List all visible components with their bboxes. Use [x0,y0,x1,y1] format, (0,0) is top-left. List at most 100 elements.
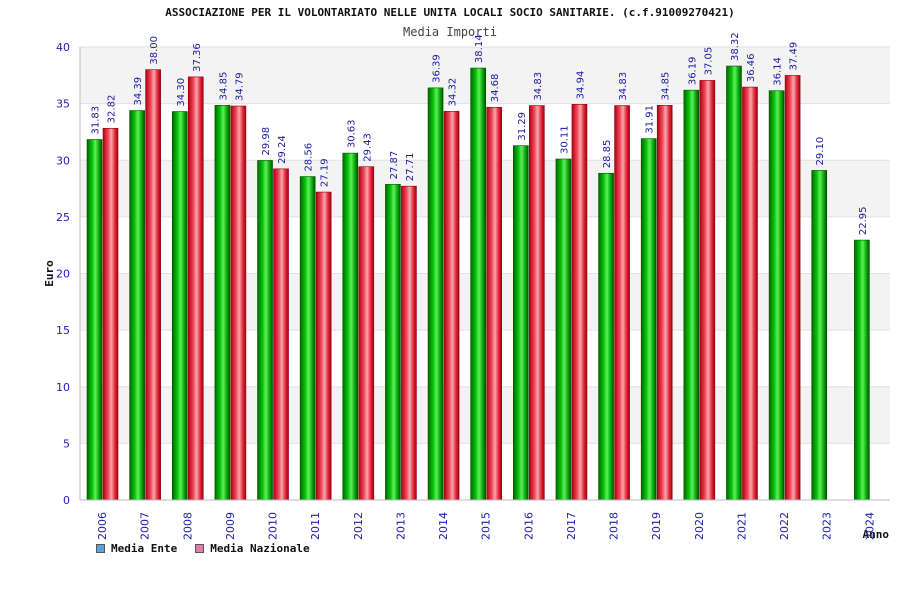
x-tick-label: 2016 [522,512,535,540]
data-label: 36.19 [687,57,698,86]
x-tick-label: 2014 [437,512,450,540]
bar-media-ente-2021 [726,65,742,501]
y-tick-label: 5 [63,437,70,450]
x-tick-label: 2019 [650,512,663,540]
data-label: 29.43 [362,133,373,162]
x-tick-label: 2023 [821,512,834,540]
data-label: 34.79 [234,72,245,101]
y-tick-label: 20 [56,268,70,281]
bar-media-ente-2014 [427,87,444,501]
legend-swatch-media-ente [96,544,105,553]
bar-media-ente-2012 [342,152,359,501]
bar-media-ente-2008 [171,111,188,501]
x-tick-label: 2020 [693,512,706,540]
data-label: 29.98 [261,127,272,156]
bar-media-ente-2019 [640,138,657,501]
bar-media-nazionale-2008 [187,76,204,501]
data-label: 34.68 [490,74,501,103]
data-label: 28.85 [602,140,613,169]
x-tick-label: 2017 [565,512,578,540]
data-label: 31.29 [517,112,528,141]
bar-media-ente-2009 [214,105,231,501]
data-label: 34.83 [618,72,629,101]
bar-media-nazionale-2020 [699,80,716,501]
bar-media-nazionale-2017 [571,104,588,501]
bar-media-ente-2006 [86,139,103,501]
y-tick-label: 15 [56,324,70,337]
data-label: 36.39 [432,54,443,83]
bar-media-nazionale-2018 [614,105,630,501]
x-tick-label: 2012 [352,512,365,540]
bar-media-ente-2017 [555,158,572,501]
bar-media-ente-2022 [768,90,785,501]
x-tick-label: 2018 [608,512,621,540]
bar-media-ente-2020 [683,89,700,501]
data-label: 34.85 [218,72,229,101]
y-tick-label: 0 [63,494,70,507]
data-label: 27.71 [405,153,416,182]
x-axis-title: Anno [863,528,890,541]
x-tick-label: 2021 [735,512,748,540]
x-tick-label: 2008 [181,512,194,540]
data-label: 34.32 [448,78,459,107]
data-label: 38.00 [149,36,160,65]
x-tick-label: 2006 [96,512,109,540]
bar-media-ente-2011 [299,176,316,501]
data-label: 22.95 [858,206,869,235]
bar-media-nazionale-2022 [784,75,801,501]
y-tick-label: 10 [56,381,70,394]
data-label: 36.46 [746,53,757,82]
bar-media-nazionale-2009 [230,105,247,501]
bar-media-nazionale-2021 [742,86,758,501]
bar-media-ente-2024 [854,239,870,501]
x-tick-label: 2013 [394,512,407,540]
legend-item-media-nazionale: Media Nazionale [195,542,310,555]
bar-media-ente-2015 [470,67,486,501]
chart-title: ASSOCIAZIONE PER IL VOLONTARIATO NELLE U… [165,6,735,19]
data-label: 32.82 [107,95,118,124]
chart-subtitle: Media Importi [403,25,497,39]
legend-label-media-ente: Media Ente [111,542,178,555]
data-label: 34.39 [133,77,144,106]
data-label: 28.56 [304,143,315,172]
data-label: 34.94 [575,71,586,100]
bar-media-ente-2018 [598,172,614,501]
data-label: 31.83 [91,106,102,135]
x-tick-label: 2024 [863,512,876,540]
data-label: 37.36 [192,43,203,72]
bar-media-nazionale-2014 [443,111,460,501]
bar-media-nazionale-2007 [145,69,161,501]
bar-media-nazionale-2012 [358,166,375,501]
data-label: 30.11 [559,125,570,154]
data-label: 38.14 [474,34,485,63]
data-label: 37.05 [703,47,714,76]
x-tick-label: 2009 [224,512,237,540]
data-label: 29.10 [815,137,826,166]
y-tick-label: 35 [56,98,70,111]
bar-media-nazionale-2019 [656,105,673,501]
bar-media-nazionale-2016 [529,105,545,501]
data-label: 38.32 [730,32,741,61]
bar-media-nazionale-2010 [273,168,289,501]
x-tick-label: 2022 [778,512,791,540]
data-label: 31.91 [645,105,656,134]
data-label: 34.83 [533,72,544,101]
bar-media-ente-2023 [811,170,828,501]
data-label: 27.19 [320,158,331,187]
bar-media-nazionale-2006 [102,128,119,501]
x-tick-label: 2011 [309,512,322,540]
bar-media-ente-2013 [385,184,401,501]
bar-media-nazionale-2011 [315,191,332,501]
bar-media-nazionale-2015 [486,106,502,501]
x-tick-label: 2015 [480,512,493,540]
data-label: 37.49 [789,42,800,71]
y-tick-label: 25 [56,211,70,224]
x-tick-label: 2007 [139,512,152,540]
bar-media-ente-2016 [513,145,529,501]
bar-media-ente-2007 [129,110,145,501]
y-tick-label: 30 [56,154,70,167]
legend-label-media-nazionale: Media Nazionale [210,542,310,555]
data-label: 27.87 [389,151,400,180]
y-axis-title: Euro [43,260,56,287]
